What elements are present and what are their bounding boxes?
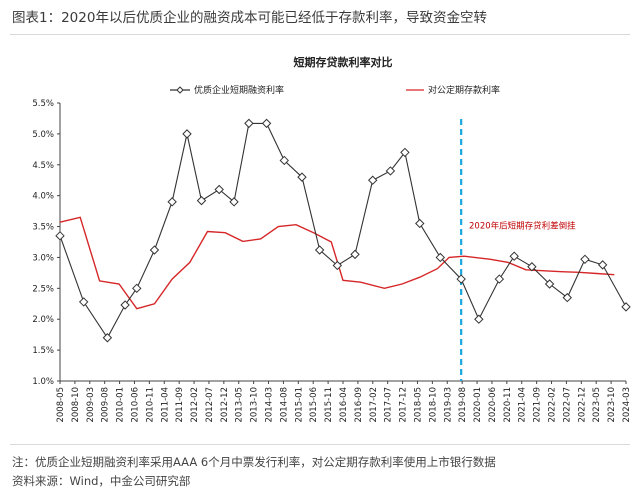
x-tick-label: 2014-08 [279,387,289,423]
data-point-financing-rate [509,251,519,261]
data-point-financing-rate [597,260,608,270]
y-tick-label: 2.0% [32,315,54,325]
data-point-financing-rate [415,218,425,229]
y-tick-label: 1.5% [32,346,54,356]
header-divider [10,34,630,35]
data-point-financing-rate [182,129,192,139]
x-tick-label: 2010-11 [145,387,155,423]
data-point-financing-rate [435,252,445,263]
data-point-financing-rate [314,245,325,255]
source-text: 资料来源：Wind，中金公司研究部 [12,474,191,488]
x-tick-label: 2024-03 [622,387,632,423]
x-tick-label: 2016-04 [339,387,349,423]
legend-marker-series-1 [176,86,184,94]
data-point-financing-rate [494,274,505,284]
x-tick-label: 2011-09 [175,387,185,423]
x-tick-label: 2017-02 [369,387,379,423]
data-point-financing-rate [196,195,207,206]
data-point-financing-rate [132,283,142,294]
x-tick-label: 2022-07 [562,387,572,423]
data-point-financing-rate [544,279,555,289]
x-tick-label: 2019-03 [443,387,453,423]
legend-label-series-1: 优质企业短期融资利率 [194,84,284,96]
y-tick-label: 4.5% [32,161,54,171]
figure-header: 图表1：2020年以后优质企业的融资成本可能已经低于存款利率，导致资金空转 [12,10,487,26]
data-point-financing-rate [385,166,396,176]
x-tick-label: 2018-10 [428,387,438,423]
data-point-financing-rate [456,274,466,284]
x-tick-label: 2021-04 [518,387,528,423]
data-point-financing-rate [279,155,289,166]
x-tick-label: 2020-11 [503,387,513,423]
footnote-text: 注：优质企业短期融资利率采用AAA 6个月中票发行利率，对公定期存款利率使用上市… [12,455,496,469]
data-point-financing-rate [229,197,239,207]
x-tick-label: 2008-10 [71,387,81,423]
y-tick-label: 3.0% [32,253,54,263]
x-tick-label: 2022-12 [577,387,587,423]
x-tick-label: 2015-01 [294,387,304,423]
x-tick-label: 2017-07 [384,387,394,423]
x-tick-label: 2021-09 [533,387,543,423]
y-tick-label: 2.5% [32,284,54,294]
footer-divider [10,444,630,445]
x-tick-label: 2022-02 [548,387,558,423]
x-tick-label: 2019-08 [458,387,468,423]
x-tick-label: 2020-01 [473,387,483,423]
data-point-financing-rate [332,260,343,271]
x-tick-label: 2014-03 [265,387,275,423]
x-tick-label: 2009-03 [86,387,96,423]
y-tick-label: 1.0% [32,377,54,387]
data-point-financing-rate [149,245,160,255]
data-point-financing-rate [580,254,590,265]
x-tick-label: 2009-08 [101,387,111,423]
x-tick-label: 2012-02 [190,387,200,423]
data-point-financing-rate [527,262,537,272]
x-tick-label: 2023-05 [592,387,602,423]
chart-title: 短期存贷款利率对比 [294,55,393,69]
data-point-financing-rate [102,333,113,343]
x-tick-label: 2016-09 [354,387,364,423]
data-point-financing-rate [261,118,272,129]
x-tick-label: 2020-06 [488,387,498,423]
series-line-deposit-rate [59,216,615,310]
data-point-financing-rate [55,231,65,241]
y-tick-label: 5.5% [32,99,54,109]
data-point-financing-rate [78,297,89,307]
x-tick-label: 2013-10 [250,387,260,423]
legend-label-series-2: 对公定期存款利率 [428,84,500,96]
x-tick-label: 2013-05 [235,387,245,423]
chart-annotation: 2020年后短期存贷利差倒挂 [469,220,576,231]
y-tick-label: 4.0% [32,192,54,202]
y-tick-label: 3.5% [32,223,54,233]
x-tick-label: 2017-12 [399,387,409,423]
data-point-financing-rate [297,172,307,182]
y-tick-label: 5.0% [32,130,54,140]
x-tick-label: 2008-05 [56,387,66,423]
x-tick-label: 2023-10 [607,387,617,423]
x-tick-label: 2015-06 [309,387,319,423]
data-point-financing-rate [214,184,224,195]
x-tick-label: 2011-04 [160,387,170,423]
data-point-financing-rate [474,314,484,324]
data-point-financing-rate [562,292,572,303]
x-tick-label: 2015-11 [324,387,334,423]
data-point-financing-rate [368,175,378,185]
x-tick-label: 2012-07 [205,387,215,423]
x-tick-label: 2010-06 [130,387,140,423]
data-point-financing-rate [244,118,254,129]
data-point-financing-rate [350,249,360,260]
data-point-financing-rate [621,302,631,312]
x-tick-label: 2010-01 [116,387,126,423]
x-tick-label: 2018-05 [413,387,423,423]
data-point-financing-rate [167,197,177,207]
data-point-financing-rate [120,300,130,310]
data-point-financing-rate [400,147,410,158]
x-tick-label: 2012-12 [220,387,230,423]
